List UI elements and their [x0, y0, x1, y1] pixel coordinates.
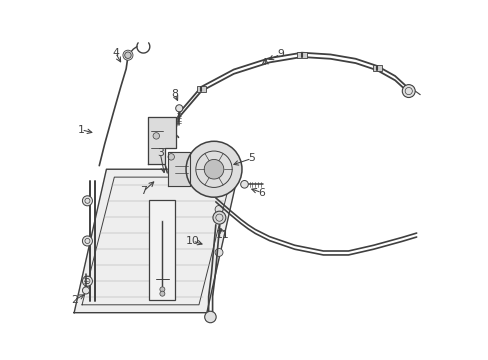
Text: 2: 2	[71, 295, 78, 305]
Text: 5: 5	[248, 153, 255, 163]
Polygon shape	[74, 169, 239, 313]
Circle shape	[204, 159, 224, 179]
Text: 6: 6	[258, 188, 264, 198]
Circle shape	[215, 206, 223, 213]
Text: 11: 11	[216, 230, 229, 239]
Circle shape	[168, 154, 174, 160]
Circle shape	[175, 105, 183, 112]
Circle shape	[204, 311, 216, 323]
Circle shape	[124, 52, 131, 58]
Text: 7: 7	[140, 186, 146, 197]
Text: 10: 10	[185, 236, 199, 246]
Circle shape	[82, 276, 92, 286]
Circle shape	[215, 248, 223, 256]
Circle shape	[160, 287, 164, 292]
Bar	[196, 86, 206, 92]
Bar	[297, 52, 306, 58]
Circle shape	[82, 196, 92, 206]
Bar	[372, 65, 381, 71]
Circle shape	[185, 141, 242, 197]
Circle shape	[402, 85, 414, 98]
Circle shape	[122, 50, 133, 60]
Text: 4: 4	[112, 48, 119, 58]
Circle shape	[82, 236, 92, 246]
Text: 9: 9	[276, 49, 283, 59]
Text: 8: 8	[171, 89, 178, 99]
Text: 3: 3	[157, 148, 163, 158]
Text: 1: 1	[78, 125, 84, 135]
Polygon shape	[147, 117, 176, 164]
Circle shape	[240, 180, 248, 188]
Polygon shape	[168, 152, 189, 186]
Circle shape	[160, 291, 164, 296]
Bar	[149, 200, 175, 300]
Circle shape	[153, 133, 159, 139]
Circle shape	[212, 211, 225, 224]
Circle shape	[82, 287, 89, 294]
